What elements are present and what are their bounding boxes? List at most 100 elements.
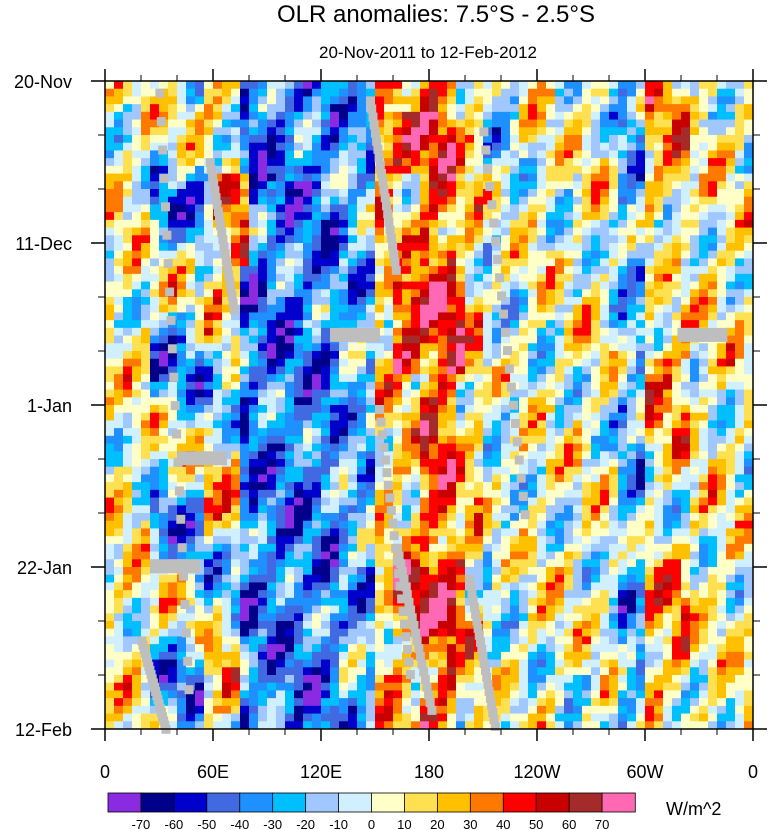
heatmap-cell — [735, 158, 745, 167]
heatmap-cell — [330, 312, 340, 321]
heatmap-cell — [456, 204, 466, 213]
heatmap-cell — [150, 266, 160, 275]
heatmap-cell — [204, 405, 214, 414]
heatmap-cell — [636, 281, 646, 290]
heatmap-cell — [429, 343, 439, 352]
heatmap-cell — [276, 343, 286, 352]
heatmap-cell — [168, 227, 178, 236]
heatmap-cell — [357, 219, 367, 228]
heatmap-cell — [501, 243, 511, 252]
heatmap-cell — [393, 366, 403, 375]
heatmap-cell — [717, 459, 727, 468]
heatmap-cell — [483, 250, 493, 259]
heatmap-cell — [105, 96, 115, 105]
heatmap-cell — [510, 289, 520, 298]
heatmap-cell — [564, 559, 574, 568]
heatmap-cell — [519, 597, 529, 606]
heatmap-cell — [393, 135, 403, 144]
heatmap-cell — [195, 189, 205, 198]
heatmap-cell — [258, 489, 268, 498]
heatmap-cell — [663, 150, 673, 159]
heatmap-cell — [744, 235, 754, 244]
heatmap-cell — [681, 289, 691, 298]
heatmap-cell — [123, 119, 133, 128]
heatmap-cell — [564, 104, 574, 113]
heatmap-cell — [528, 289, 538, 298]
heatmap-cell — [447, 528, 457, 537]
heatmap-cell — [348, 412, 358, 421]
heatmap-cell — [159, 135, 169, 144]
heatmap-cell — [123, 405, 133, 414]
heatmap-cell — [546, 536, 556, 545]
heatmap-cell — [690, 435, 700, 444]
heatmap-cell — [312, 374, 322, 383]
heatmap-cell — [447, 605, 457, 614]
heatmap-cell — [420, 435, 430, 444]
heatmap-cell — [645, 189, 655, 198]
heatmap-cell — [411, 505, 421, 514]
heatmap-cell — [366, 196, 376, 205]
heatmap-cell — [600, 181, 610, 190]
heatmap-cell — [150, 196, 160, 205]
heatmap-cell — [663, 366, 673, 375]
heatmap-cell — [303, 397, 313, 406]
heatmap-cell — [537, 111, 547, 120]
heatmap-cell — [609, 250, 619, 259]
heatmap-cell — [321, 567, 331, 576]
heatmap-cell — [609, 320, 619, 329]
heatmap-cell — [141, 590, 151, 599]
heatmap-cell — [114, 482, 124, 491]
heatmap-cell — [276, 297, 286, 306]
heatmap-cell — [735, 482, 745, 491]
heatmap-cell — [510, 582, 520, 591]
heatmap-cell — [168, 127, 178, 136]
heatmap-cell — [204, 304, 214, 313]
heatmap-cell — [465, 374, 475, 383]
heatmap-cell — [141, 605, 151, 614]
heatmap-cell — [618, 104, 628, 113]
heatmap-cell — [267, 543, 277, 552]
heatmap-cell — [411, 482, 421, 491]
heatmap-cell — [105, 497, 115, 506]
heatmap-cell — [672, 96, 682, 105]
heatmap-cell — [312, 381, 322, 390]
heatmap-cell — [618, 219, 628, 228]
heatmap-cell — [312, 250, 322, 259]
heatmap-cell — [609, 466, 619, 475]
heatmap-cell — [510, 335, 520, 344]
heatmap-cell — [609, 513, 619, 522]
heatmap-cell — [447, 81, 457, 90]
heatmap-cell — [483, 397, 493, 406]
heatmap-cell — [600, 343, 610, 352]
heatmap-cell — [456, 513, 466, 522]
heatmap-cell — [537, 513, 547, 522]
heatmap-cell — [618, 243, 628, 252]
heatmap-cell — [501, 335, 511, 344]
heatmap-cell — [537, 466, 547, 475]
heatmap-cell — [708, 428, 718, 437]
heatmap-cell — [510, 489, 520, 498]
heatmap-cell — [528, 466, 538, 475]
heatmap-cell — [330, 204, 340, 213]
heatmap-cell — [591, 351, 601, 360]
heatmap-cell — [258, 567, 268, 576]
heatmap-cell — [726, 119, 736, 128]
heatmap-cell — [672, 150, 682, 159]
heatmap-cell — [555, 551, 565, 560]
heatmap-cell — [213, 613, 223, 622]
heatmap-cell — [456, 142, 466, 151]
heatmap-cell — [204, 281, 214, 290]
heatmap-cell — [591, 266, 601, 275]
heatmap-cell — [402, 158, 412, 167]
heatmap-cell — [339, 590, 349, 599]
heatmap-cell — [321, 335, 331, 344]
heatmap-cell — [132, 281, 142, 290]
heatmap-cell — [600, 567, 610, 576]
heatmap-cell — [681, 189, 691, 198]
heatmap-cell — [717, 196, 727, 205]
heatmap-cell — [726, 189, 736, 198]
heatmap-cell — [438, 142, 448, 151]
heatmap-cell — [456, 528, 466, 537]
heatmap-cell — [654, 312, 664, 321]
heatmap-cell — [285, 88, 295, 97]
